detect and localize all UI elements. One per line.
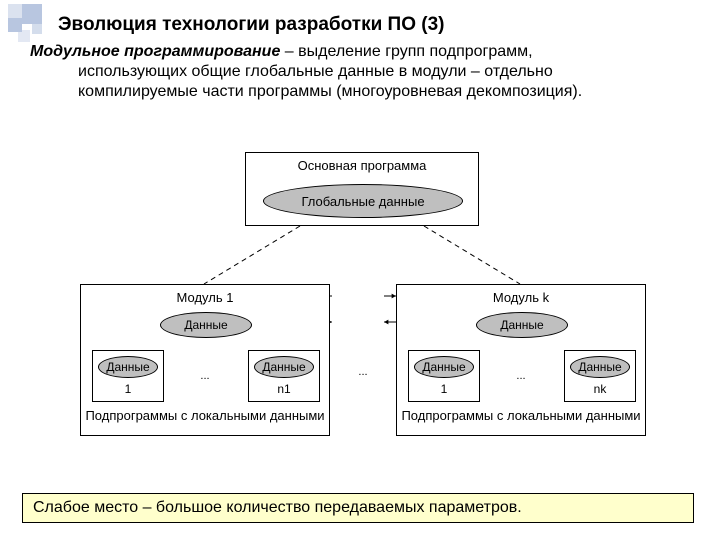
sub-num-1-0: 1	[408, 382, 480, 396]
module-caption-0: Подпрограммы с локальными данными	[80, 408, 330, 423]
body-lead: Модульное программирование	[30, 43, 280, 60]
modules-dots: ...	[348, 366, 378, 378]
sub-num-1-1: nk	[564, 382, 636, 396]
module-title-0: Модуль 1	[80, 290, 330, 305]
module-data-ellipse-1: Данные	[476, 312, 568, 338]
sub-dots-1: ...	[496, 370, 546, 382]
sub-data-ellipse-0-0: Данные	[98, 356, 158, 378]
module-caption-1: Подпрограммы с локальными данными	[396, 408, 646, 423]
body-rest-cont: использующих общие глобальные данные в м…	[30, 62, 670, 102]
sub-data-ellipse-1-0: Данные	[414, 356, 474, 378]
global-data-ellipse: Глобальные данные	[263, 184, 463, 218]
main-program-title: Основная программа	[245, 158, 479, 173]
module-diagram: Основная программа Глобальные данные Модул…	[0, 148, 720, 478]
sub-dots-0: ...	[180, 370, 230, 382]
module-title-1: Модуль k	[396, 290, 646, 305]
sub-num-0-0: 1	[92, 382, 164, 396]
body-rest-first: – выделение групп подпрограмм,	[280, 43, 532, 60]
module-data-ellipse-0: Данные	[160, 312, 252, 338]
slide-deco	[8, 4, 52, 42]
body-text: Модульное программирование – выделение г…	[30, 42, 670, 102]
sub-data-ellipse-0-1: Данные	[254, 356, 314, 378]
slide-title: Эволюция технологии разработки ПО (3)	[58, 14, 444, 36]
sub-num-0-1: n1	[248, 382, 320, 396]
sub-data-ellipse-1-1: Данные	[570, 356, 630, 378]
footer-callout: Слабое место – большое количество переда…	[22, 493, 694, 523]
